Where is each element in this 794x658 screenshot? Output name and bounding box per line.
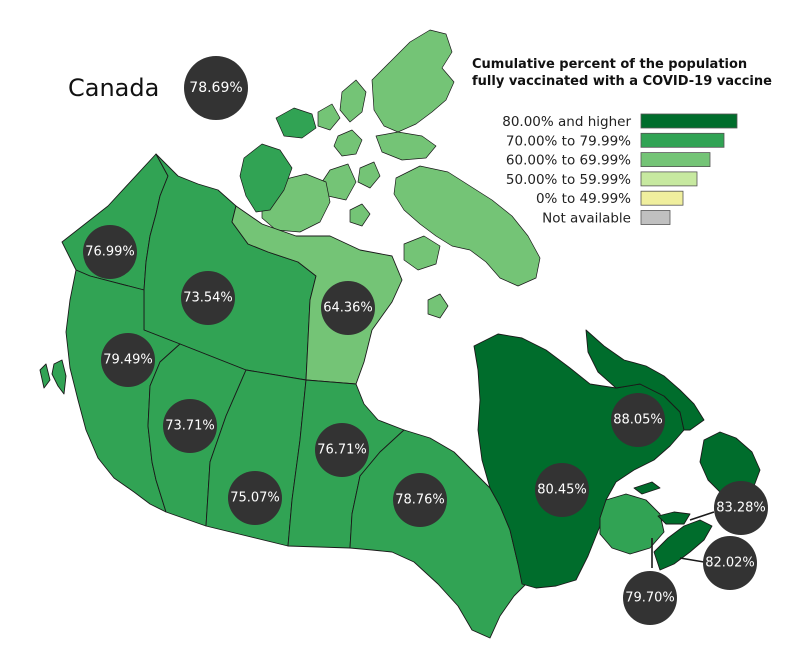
bubble-manitoba: 76.71% <box>315 423 369 477</box>
bubble-new-brunswick: 79.70% <box>623 571 677 625</box>
legend-label: 80.00% and higher <box>502 114 631 130</box>
value-label-nunavut: 64.36% <box>323 301 373 316</box>
callout-leaders <box>651 511 715 568</box>
legend-label: Not available <box>542 211 631 227</box>
somerset-island[interactable] <box>357 161 381 189</box>
national-value-bubble: 78.69% <box>184 56 248 120</box>
legend-swatch <box>640 171 698 187</box>
province-nova-scotia[interactable] <box>653 519 713 571</box>
bubble-northwest-territories: 73.54% <box>181 271 235 325</box>
legend-swatch <box>640 210 671 225</box>
leader-pei <box>689 511 715 521</box>
legend: Cumulative percent of the population ful… <box>472 57 772 227</box>
value-label-newfoundland-and-labrador: 88.05% <box>613 413 663 428</box>
ellesmere-island[interactable] <box>371 29 455 133</box>
bubble-alberta: 73.71% <box>163 399 217 453</box>
legend-swatch <box>640 152 711 168</box>
value-label-british-columbia: 79.49% <box>103 353 153 368</box>
leader-ns <box>679 557 705 563</box>
bubble-saskatchewan: 75.07% <box>228 471 282 525</box>
king-william-island[interactable] <box>349 203 371 227</box>
banks-island[interactable] <box>239 143 293 213</box>
value-label-nova-scotia: 82.02% <box>705 556 755 571</box>
country-title: Canada <box>68 74 159 102</box>
legend-label: 60.00% to 69.99% <box>506 153 631 169</box>
ellef-ringnes-island[interactable] <box>317 103 341 131</box>
province-ontario[interactable] <box>349 429 529 639</box>
province-prince-edward-island[interactable] <box>657 511 691 525</box>
bubble-ontario: 78.76% <box>393 473 447 527</box>
hudson-bay-islands[interactable] <box>427 293 449 319</box>
bubble-nunavut: 64.36% <box>321 281 375 335</box>
value-label-northwest-territories: 73.54% <box>183 291 233 306</box>
value-label-prince-edward-island: 83.28% <box>716 501 766 516</box>
legend-items: 80.00% and higher 70.00% to 79.99% 60.00% … <box>502 113 738 227</box>
value-label-yukon: 76.99% <box>85 245 135 260</box>
legend-swatch <box>640 132 725 148</box>
value-label-saskatchewan: 75.07% <box>230 491 280 506</box>
bubble-quebec: 80.45% <box>535 463 589 517</box>
national-value-label: 78.69% <box>189 80 242 96</box>
arctic-islands <box>239 29 541 319</box>
legend-title-line-2: fully vaccinated with a COVID-19 vaccine <box>472 74 772 89</box>
province-nunavut-mainland[interactable] <box>231 205 403 385</box>
haida-gwaii[interactable] <box>39 363 51 389</box>
legend-label: 0% to 49.99% <box>536 191 631 207</box>
legend-label: 50.00% to 59.99% <box>506 172 631 188</box>
value-label-quebec: 80.45% <box>537 483 587 498</box>
legend-swatch <box>640 113 738 129</box>
bubble-newfoundland-and-labrador: 88.05% <box>611 393 665 447</box>
bubble-yukon: 76.99% <box>83 225 137 279</box>
axel-heiberg-island[interactable] <box>339 79 367 123</box>
value-label-manitoba: 76.71% <box>317 443 367 458</box>
value-bubbles: 76.99% 73.54% 64.36% 79.49% 73.71% 75.07… <box>83 225 768 625</box>
value-label-alberta: 73.71% <box>165 419 215 434</box>
bubble-nova-scotia: 82.02% <box>703 536 757 590</box>
bubble-prince-edward-island: 83.28% <box>714 481 768 535</box>
province-labrador[interactable] <box>585 329 705 431</box>
legend-title-line-1: Cumulative percent of the population <box>472 57 747 72</box>
melville-island[interactable] <box>275 107 317 139</box>
legend-swatch <box>640 190 684 206</box>
value-label-new-brunswick: 79.70% <box>625 591 675 606</box>
anticosti-island[interactable] <box>633 481 661 495</box>
bubble-british-columbia: 79.49% <box>101 333 155 387</box>
southampton-island[interactable] <box>403 235 441 271</box>
legend-label: 70.00% to 79.99% <box>506 133 631 149</box>
baffin-island[interactable] <box>393 165 541 287</box>
value-label-ontario: 78.76% <box>395 493 445 508</box>
province-new-brunswick[interactable] <box>599 493 665 555</box>
bathurst-island[interactable] <box>333 129 363 157</box>
devon-island[interactable] <box>375 131 437 161</box>
vancouver-island[interactable] <box>51 359 67 395</box>
